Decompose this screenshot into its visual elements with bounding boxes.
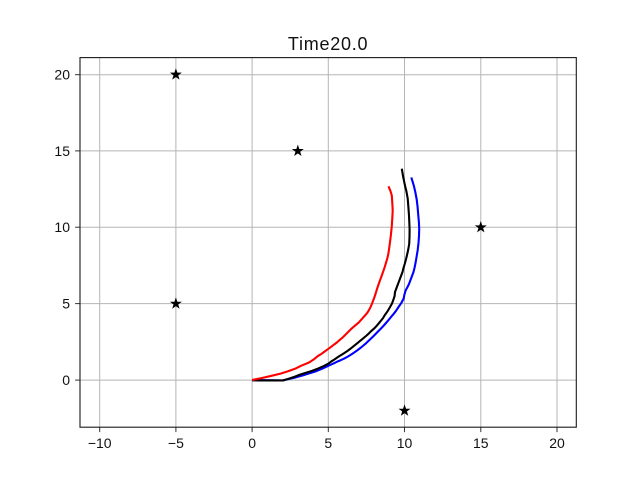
svg-text:15: 15 <box>54 143 70 159</box>
svg-text:20: 20 <box>54 67 70 83</box>
svg-text:0: 0 <box>248 435 256 451</box>
svg-text:−5: −5 <box>168 435 184 451</box>
svg-text:20: 20 <box>549 435 565 451</box>
svg-text:15: 15 <box>473 435 489 451</box>
svg-text:Time20.0: Time20.0 <box>288 34 368 54</box>
svg-text:−10: −10 <box>88 435 112 451</box>
svg-text:10: 10 <box>54 219 70 235</box>
svg-text:5: 5 <box>324 435 332 451</box>
svg-text:0: 0 <box>62 372 70 388</box>
svg-text:5: 5 <box>62 296 70 312</box>
svg-text:10: 10 <box>397 435 413 451</box>
